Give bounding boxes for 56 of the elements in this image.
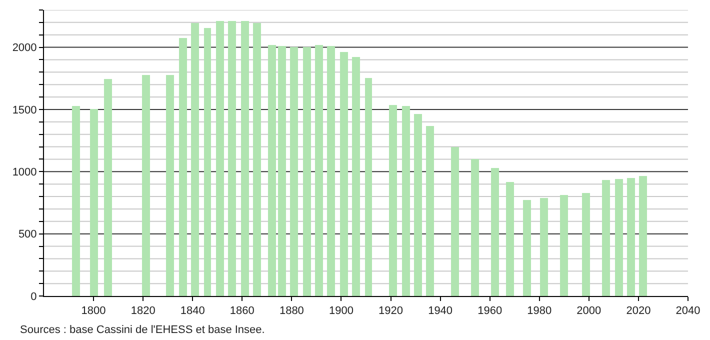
bar	[216, 21, 224, 296]
bar	[627, 178, 635, 296]
x-tick-label: 1840	[180, 305, 205, 318]
bar	[179, 38, 187, 296]
bar	[506, 182, 514, 296]
y-tick-label: 1500	[12, 104, 37, 116]
bar	[315, 45, 323, 296]
bar	[602, 180, 610, 296]
bar	[241, 21, 249, 296]
bar	[166, 75, 174, 296]
x-tick-label: 1940	[428, 305, 453, 318]
x-tick-label: 2000	[576, 305, 602, 318]
bar	[290, 47, 298, 296]
y-tick-label: 2000	[12, 42, 37, 54]
x-tick-label: 1920	[378, 305, 404, 318]
y-tick-label: 0	[30, 290, 37, 303]
bar	[253, 23, 261, 296]
bar	[523, 200, 531, 296]
bar	[582, 193, 590, 296]
bar	[340, 52, 348, 296]
bar	[426, 126, 434, 296]
bar	[228, 21, 236, 296]
bar	[327, 46, 335, 296]
bar	[278, 46, 286, 296]
bar	[90, 109, 98, 296]
x-tick-label: 2040	[676, 305, 700, 318]
bar	[104, 79, 112, 296]
x-tick-label: 1820	[130, 305, 156, 318]
bar	[352, 57, 360, 296]
x-tick-label: 2020	[626, 305, 651, 318]
bar	[639, 176, 647, 296]
bar	[491, 168, 499, 296]
x-tick-label: 1900	[328, 305, 354, 318]
bar	[191, 23, 199, 296]
bar	[365, 78, 372, 296]
bar	[268, 45, 276, 296]
x-tick-label: 1800	[81, 305, 106, 318]
bar	[142, 75, 150, 296]
bar	[560, 195, 568, 296]
bar	[540, 198, 548, 296]
bar	[204, 28, 211, 296]
bar	[471, 159, 479, 296]
bar	[451, 147, 459, 296]
x-tick-label: 1860	[230, 305, 254, 318]
x-tick-label: 1980	[527, 305, 552, 318]
x-tick-label: 1960	[478, 305, 502, 318]
bar	[402, 106, 410, 296]
y-tick-label: 500	[18, 228, 37, 241]
bar	[72, 106, 80, 296]
source-note: Sources : base Cassini de l'EHESS et base Insee.	[20, 324, 265, 336]
bar	[389, 105, 397, 296]
bar	[615, 179, 623, 296]
bar	[303, 47, 311, 296]
bar	[414, 114, 422, 296]
x-tick-label: 1880	[279, 305, 304, 318]
y-tick-label: 1000	[12, 166, 37, 178]
